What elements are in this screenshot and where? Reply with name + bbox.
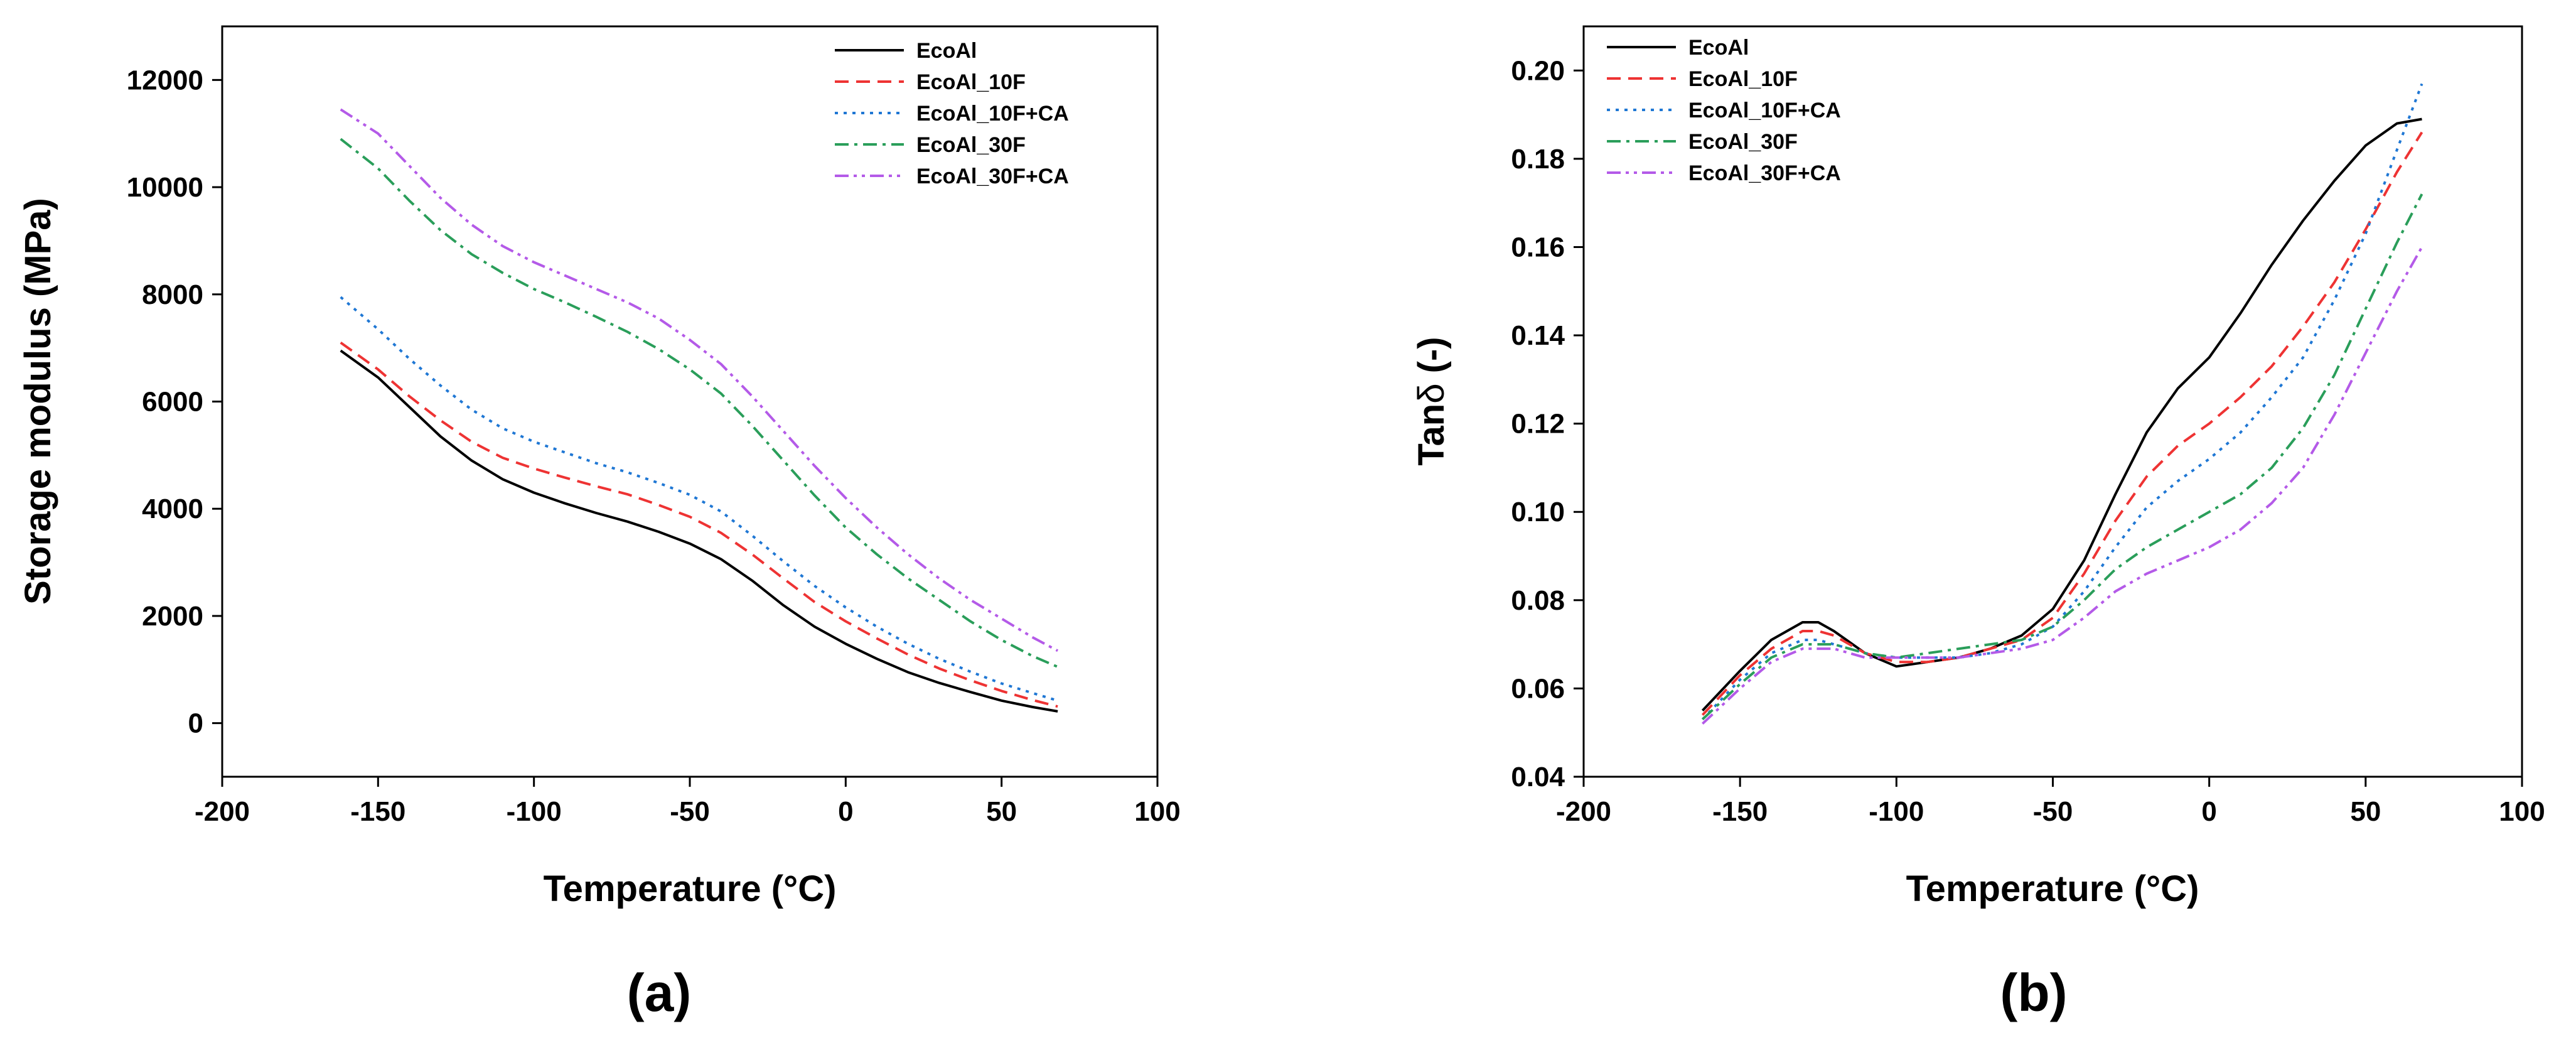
- series-line-EcoAl: [340, 349, 1058, 713]
- series-line-EcoAl_10F: [340, 341, 1058, 708]
- x-tick-label: 0: [838, 796, 853, 827]
- y-tick-label: 0.04: [1511, 762, 1565, 792]
- panel-b-tan-delta: -200 -150 -100 -50 0 50 100 0.04 0.06 0.08 0.10 0.1…: [1411, 25, 2545, 1022]
- y-tick-label: 0.12: [1511, 409, 1565, 440]
- y-tick-label: 0.06: [1511, 673, 1565, 704]
- panel-a-storage-modulus: -200 -150 -100 -50 0 50 100 0 2000 4000 6000 8000 10…: [18, 25, 1181, 1022]
- legend-label-EcoAl_10F: EcoAl_10F: [916, 70, 1026, 94]
- y-tick-label: 8000: [142, 279, 203, 310]
- y-tick-label: 0.08: [1511, 585, 1565, 616]
- series-line-EcoAl_30F+CA: [340, 108, 1059, 652]
- x-axis-label-b: Temperature (°C): [1906, 868, 2199, 909]
- x-tick-label: 50: [986, 796, 1017, 827]
- series-line-EcoAl_10F+CA: [340, 296, 1058, 702]
- legend-a: EcoAl EcoAl_10F EcoAl_10F+CA EcoAl_30F EcoAl…: [835, 39, 1069, 188]
- y-axis-label-a: Storage modulus (MPa): [18, 198, 58, 605]
- x-tick-label: -50: [670, 796, 710, 827]
- x-tick-label: -150: [350, 796, 405, 827]
- series-line-EcoAl_30F+CA: [1702, 246, 2423, 725]
- series-line-EcoAl_30F: [1702, 193, 2423, 721]
- y-tick-label: 4000: [142, 494, 203, 524]
- legend-label-EcoAl_30F: EcoAl_30F: [1688, 130, 1798, 154]
- y-tick-label: 0.20: [1511, 55, 1565, 86]
- legend-label-EcoAl_30F: EcoAl_30F: [916, 133, 1026, 157]
- x-tick-label: 100: [2499, 796, 2545, 827]
- y-axis-label-b-suffix: (-): [1411, 337, 1452, 383]
- panel-label-a: (a): [627, 963, 692, 1022]
- x-axis-label-a: Temperature (°C): [544, 868, 837, 909]
- legend-label-EcoAl: EcoAl: [1688, 36, 1749, 60]
- x-tick-label: -100: [1869, 796, 1924, 827]
- series-line-EcoAl_10F: [1701, 131, 2423, 716]
- legend-b: EcoAl EcoAl_10F EcoAl_10F+CA EcoAl_30F EcoAl…: [1607, 36, 1841, 185]
- y-tick-label: 2000: [142, 601, 203, 632]
- y-tick-label: 0.18: [1511, 144, 1565, 175]
- legend-label-EcoAl: EcoAl: [916, 39, 977, 63]
- series-b: [1701, 83, 2423, 725]
- legend-label-EcoAl_10F+CA: EcoAl_10F+CA: [916, 102, 1069, 126]
- y-tick-label: 0.14: [1511, 320, 1565, 351]
- y-tick-label: 0.10: [1511, 497, 1565, 527]
- x-tick-label: -150: [1712, 796, 1768, 827]
- legend-label-EcoAl_30F+CA: EcoAl_30F+CA: [916, 165, 1069, 188]
- series-line-EcoAl_30F: [340, 138, 1058, 668]
- y-tick-label: 6000: [142, 387, 203, 418]
- x-tick-label: 50: [2350, 796, 2381, 827]
- series-a: [340, 108, 1059, 713]
- y-tick-label: 12000: [127, 65, 203, 95]
- ticks-b: -200 -150 -100 -50 0 50 100 0.04 0.06 0.08 0.10 0.1…: [1511, 55, 2545, 827]
- y-axis-label-b-symbol: δ: [1411, 383, 1452, 403]
- x-tick-label: 0: [2201, 796, 2216, 827]
- y-tick-label: 10000: [127, 172, 203, 203]
- legend-label-EcoAl_10F: EcoAl_10F: [1688, 67, 1798, 91]
- x-tick-label: 100: [1134, 796, 1180, 827]
- y-axis-label-b-prefix: Tan: [1411, 404, 1452, 466]
- y-tick-label: 0: [188, 708, 203, 739]
- panel-label-b: (b): [2000, 963, 2067, 1022]
- x-tick-label: -200: [1556, 796, 1611, 827]
- x-tick-label: -50: [2033, 796, 2073, 827]
- legend-label-EcoAl_10F+CA: EcoAl_10F+CA: [1688, 99, 1841, 122]
- legend-label-EcoAl_30F+CA: EcoAl_30F+CA: [1688, 161, 1841, 185]
- y-axis-label-b: Tanδ (-): [1411, 337, 1452, 465]
- y-tick-label: 0.16: [1511, 232, 1565, 262]
- x-tick-label: -100: [507, 796, 562, 827]
- series-line-EcoAl: [1701, 117, 2422, 711]
- ticks-a: -200 -150 -100 -50 0 50 100 0 2000 4000 6000 8000 10…: [127, 65, 1181, 827]
- series-line-EcoAl_10F+CA: [1701, 83, 2423, 720]
- x-tick-label: -200: [195, 796, 250, 827]
